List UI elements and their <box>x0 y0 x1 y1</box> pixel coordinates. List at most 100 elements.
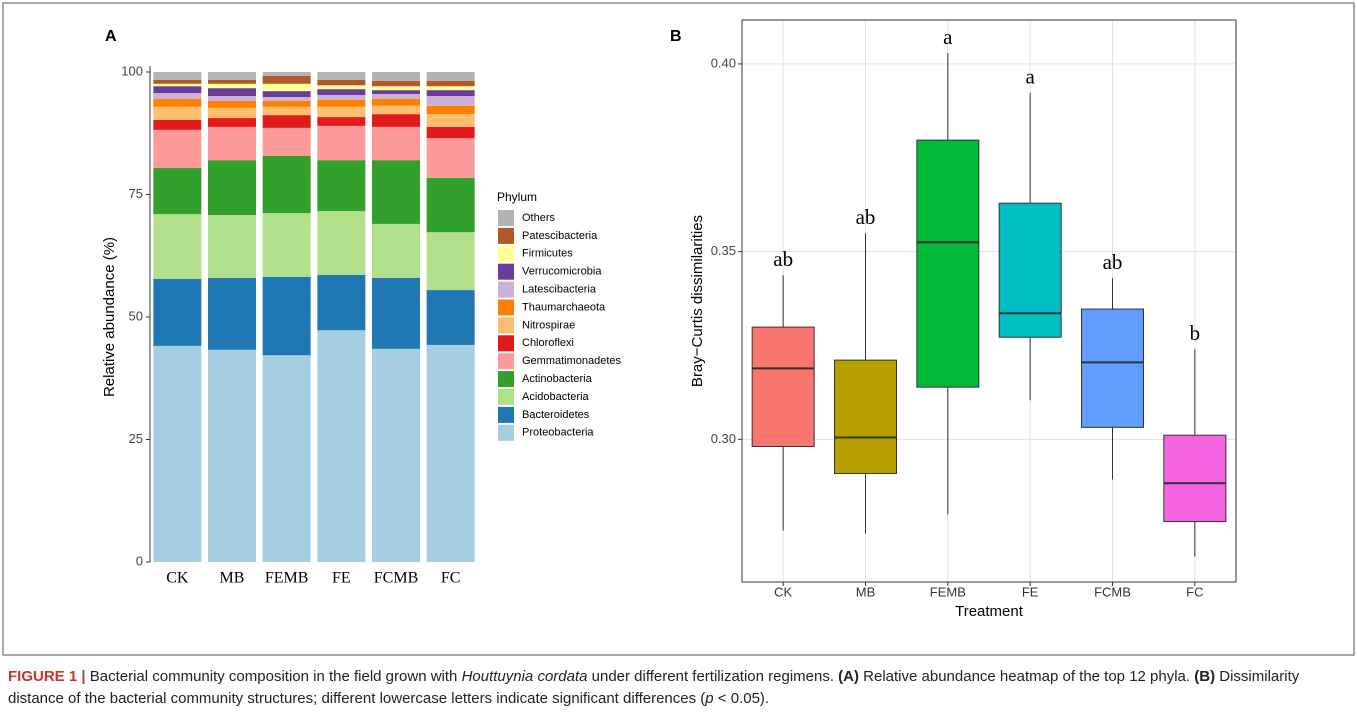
bar-segment <box>153 86 202 94</box>
bar-segment <box>208 88 256 97</box>
bar-segment <box>262 155 311 214</box>
panel-label: B <box>670 28 682 45</box>
bar-segment <box>317 125 366 161</box>
bar-segment <box>208 79 256 84</box>
box <box>998 202 1062 338</box>
bar-segment <box>426 105 475 115</box>
x-tick-label: MB <box>856 584 876 599</box>
bar-segment <box>372 114 420 127</box>
bar-segment <box>153 129 202 169</box>
x-tick-label: MB <box>220 570 245 587</box>
caption-part: Dissimilarity distance of the bacterial … <box>8 668 1300 707</box>
box <box>1163 434 1227 523</box>
bar-segment <box>153 214 202 279</box>
legend-label: Others <box>522 212 556 224</box>
caption-part: under different fertilization regimens. <box>587 668 839 685</box>
bar-segment <box>317 89 366 96</box>
bar-segment <box>153 83 202 87</box>
bar-segment <box>208 100 256 108</box>
bar-segment <box>317 106 366 118</box>
bar-segment <box>426 232 475 291</box>
bar-segment <box>153 72 202 80</box>
legend-label: Thaumarchaeota <box>522 301 606 313</box>
legend-label: Nitrospirae <box>522 319 575 331</box>
bar-segment <box>426 86 475 91</box>
significance-letter: ab <box>856 205 876 229</box>
panel-label: A <box>105 28 117 45</box>
bar-segment <box>426 80 475 87</box>
x-axis-label: Treatment <box>955 603 1024 620</box>
bar-segment <box>208 349 256 562</box>
significance-letter: ab <box>1103 250 1123 274</box>
bar-segment <box>153 345 202 562</box>
bar-segment <box>262 91 311 97</box>
caption-part: Bacterial community composition in the f… <box>89 668 462 685</box>
bar-segment <box>372 105 420 115</box>
y-axis-label: Relative abundance (%) <box>101 237 118 397</box>
legend-label: Verrucomicrobia <box>522 266 602 278</box>
bar-segment <box>372 90 420 95</box>
significance-letter: b <box>1190 321 1201 345</box>
x-tick-label: FC <box>441 570 461 587</box>
bar-segment <box>208 126 256 161</box>
legend-label: Patescibacteria <box>522 230 598 242</box>
x-tick-label: CK <box>774 584 792 599</box>
bar-segment <box>208 277 256 350</box>
bar-segment <box>372 72 420 81</box>
bar-segment <box>153 98 202 107</box>
x-tick-label: FEMB <box>265 570 309 587</box>
caption-part: < 0.05). <box>713 690 770 707</box>
bar-segment <box>262 115 311 128</box>
bar-segment <box>153 120 202 130</box>
figure-border <box>2 2 1355 656</box>
y-tick-label: 0.40 <box>711 55 736 70</box>
bar-segment <box>208 83 256 89</box>
legend-label: Acidobacteria <box>522 391 590 403</box>
bar-segment <box>317 117 366 126</box>
bar-segment <box>317 79 366 86</box>
bar-segment <box>317 99 366 107</box>
bar-segment <box>153 168 202 215</box>
bar-segment <box>426 344 475 562</box>
legend-label: Firmicutes <box>522 248 573 260</box>
legend-label: Proteobacteria <box>522 427 594 439</box>
bar-segment <box>153 106 202 121</box>
bar-segment <box>208 118 256 127</box>
y-tick-label: 75 <box>129 186 143 201</box>
legend-swatch <box>498 245 514 262</box>
bar-segment <box>262 72 311 76</box>
bar-segment <box>372 160 420 224</box>
y-tick-label: 0 <box>136 553 143 568</box>
legend-label: Latescibacteria <box>522 284 597 296</box>
bar-segment <box>372 223 420 278</box>
caption-part: FIGURE 1 | <box>8 668 90 685</box>
bar-segment <box>262 106 311 116</box>
legend-title: Phylum <box>497 190 537 204</box>
bar-segment <box>153 278 202 346</box>
legend-label: Chloroflexi <box>522 337 574 349</box>
legend-swatch <box>498 424 514 441</box>
bar-segment <box>208 215 256 278</box>
caption-part: (A) <box>838 668 859 685</box>
box <box>834 359 897 475</box>
panel-border <box>741 19 1237 583</box>
caption-part: (B) <box>1194 668 1216 685</box>
significance-letter: ab <box>773 247 793 271</box>
bar-segment <box>372 348 420 562</box>
y-axis-label: Bray−Curtis dissimilarities <box>689 215 706 387</box>
x-tick-label: FCMB <box>374 570 418 587</box>
caption: FIGURE 1 | Bacterial community compositi… <box>8 666 1348 710</box>
legend-swatch <box>498 335 514 352</box>
bar-segment <box>262 355 311 562</box>
bar-segment <box>317 211 366 275</box>
bar-segment <box>426 72 475 81</box>
legend-label: Bacteroidetes <box>522 409 590 421</box>
bar-segment <box>317 160 366 212</box>
bar-segment <box>372 98 420 106</box>
bar-segment <box>372 126 420 161</box>
bar-segment <box>262 213 311 277</box>
bar-segment <box>372 277 420 349</box>
bar-segment <box>208 160 256 216</box>
bar-segment <box>208 107 256 119</box>
